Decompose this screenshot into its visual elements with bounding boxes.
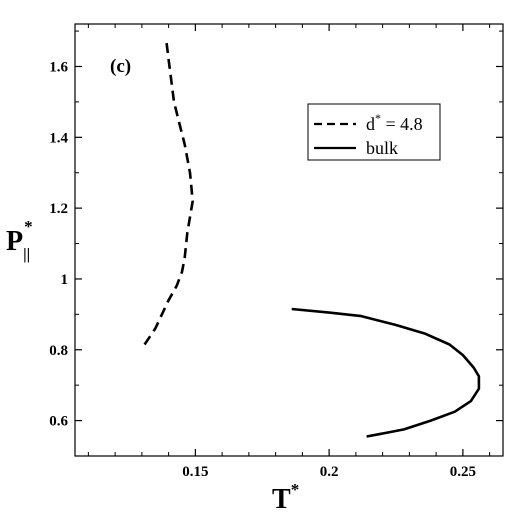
y-tick-label: 1.6 xyxy=(49,59,68,75)
panel-label: (c) xyxy=(110,56,131,77)
y-tick-label: 1.4 xyxy=(49,130,68,146)
legend-box xyxy=(307,103,441,161)
x-tick-label: 0.15 xyxy=(182,464,208,480)
plot-area: 0.15 0.2 0.25 0.6 0.8 1 1.2 1.4 1.6 xyxy=(49,23,504,480)
series-line-solid xyxy=(291,307,481,438)
x-axis-title-sup: * xyxy=(291,480,300,499)
y-axis-title-main: P xyxy=(6,226,23,257)
legend-label-dashed-main: d xyxy=(366,114,375,134)
y-axis-title-sup: * xyxy=(24,217,33,236)
y-tick-label: 0.6 xyxy=(49,414,68,430)
y-axis-title: P|| * xyxy=(6,217,33,263)
x-axis-title: T* xyxy=(272,480,299,515)
legend-label-dashed: d* = 4.8 xyxy=(366,111,423,134)
y-tick-label: 1 xyxy=(61,272,69,288)
y-tick-label: 0.8 xyxy=(49,343,68,359)
ticks-layer: 0.15 0.2 0.25 0.6 0.8 1 1.2 1.4 1.6 xyxy=(49,24,503,480)
series-line-dashed xyxy=(143,38,194,346)
legend-label-dashed-sup: * xyxy=(375,111,381,125)
legend: d* = 4.8 bulk xyxy=(307,103,441,161)
series-layer xyxy=(143,38,481,438)
legend-label-solid: bulk xyxy=(366,138,398,158)
legend-label-dashed-rest: = 4.8 xyxy=(381,114,423,134)
x-axis-title-main: T xyxy=(272,484,291,515)
y-axis-title-sub: || xyxy=(23,246,30,263)
y-tick-label: 1.2 xyxy=(49,201,68,217)
x-tick-label: 0.25 xyxy=(450,464,476,480)
plot-frame xyxy=(74,23,504,457)
x-tick-label: 0.2 xyxy=(320,464,339,480)
